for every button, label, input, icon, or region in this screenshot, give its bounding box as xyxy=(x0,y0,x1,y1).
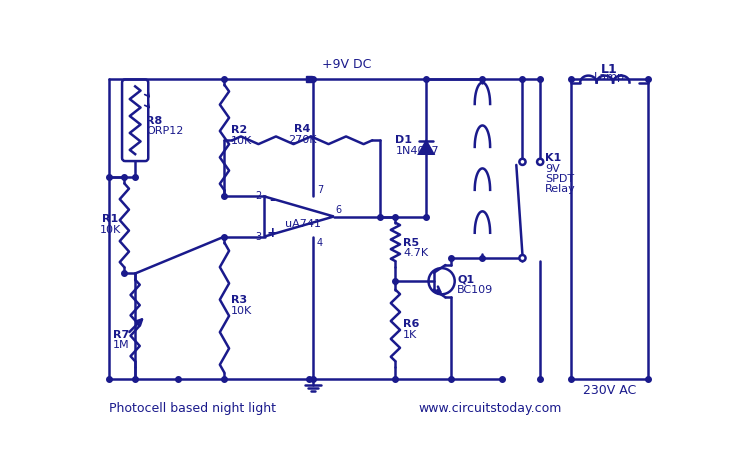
Text: K1: K1 xyxy=(545,153,561,163)
Text: 6: 6 xyxy=(336,205,342,215)
Text: Lamp: Lamp xyxy=(594,72,625,82)
Text: +: + xyxy=(266,226,278,240)
Circle shape xyxy=(519,255,525,261)
Text: 3: 3 xyxy=(255,231,261,241)
Text: R8: R8 xyxy=(146,116,162,126)
Circle shape xyxy=(537,159,543,165)
Text: 9V: 9V xyxy=(545,164,560,174)
Circle shape xyxy=(519,159,525,165)
Text: Q1: Q1 xyxy=(457,275,474,285)
Text: R7: R7 xyxy=(113,330,129,340)
Text: 2: 2 xyxy=(255,191,261,201)
Text: L1: L1 xyxy=(601,63,618,76)
Text: D1: D1 xyxy=(395,135,413,145)
Text: 10K: 10K xyxy=(100,225,121,235)
Text: 7: 7 xyxy=(317,185,323,195)
Text: SPDT: SPDT xyxy=(545,174,574,184)
Text: ORP12: ORP12 xyxy=(146,126,184,136)
Text: BC109: BC109 xyxy=(457,285,493,295)
Text: R6: R6 xyxy=(403,319,419,329)
Text: R2: R2 xyxy=(231,125,247,135)
Text: www.circuitstoday.com: www.circuitstoday.com xyxy=(419,402,562,415)
Text: -: - xyxy=(269,193,275,208)
Text: R4: R4 xyxy=(294,125,310,135)
Text: Relay: Relay xyxy=(545,184,576,194)
Text: 1K: 1K xyxy=(403,330,417,340)
Text: 10K: 10K xyxy=(231,136,252,146)
Text: 1N4007: 1N4007 xyxy=(395,146,439,156)
Text: Photocell based night light: Photocell based night light xyxy=(109,402,276,415)
Text: R1: R1 xyxy=(102,214,119,224)
Text: uA741: uA741 xyxy=(285,219,321,229)
Text: 4.7K: 4.7K xyxy=(403,248,428,258)
Text: 1M: 1M xyxy=(113,340,130,350)
Text: 4: 4 xyxy=(317,238,323,248)
Text: +9V DC: +9V DC xyxy=(322,58,372,71)
Text: 10K: 10K xyxy=(231,306,252,316)
Text: 270K: 270K xyxy=(288,135,316,145)
Text: R3: R3 xyxy=(231,295,247,305)
Text: R5: R5 xyxy=(403,238,419,248)
Text: 230V AC: 230V AC xyxy=(583,384,636,397)
Polygon shape xyxy=(419,141,433,154)
